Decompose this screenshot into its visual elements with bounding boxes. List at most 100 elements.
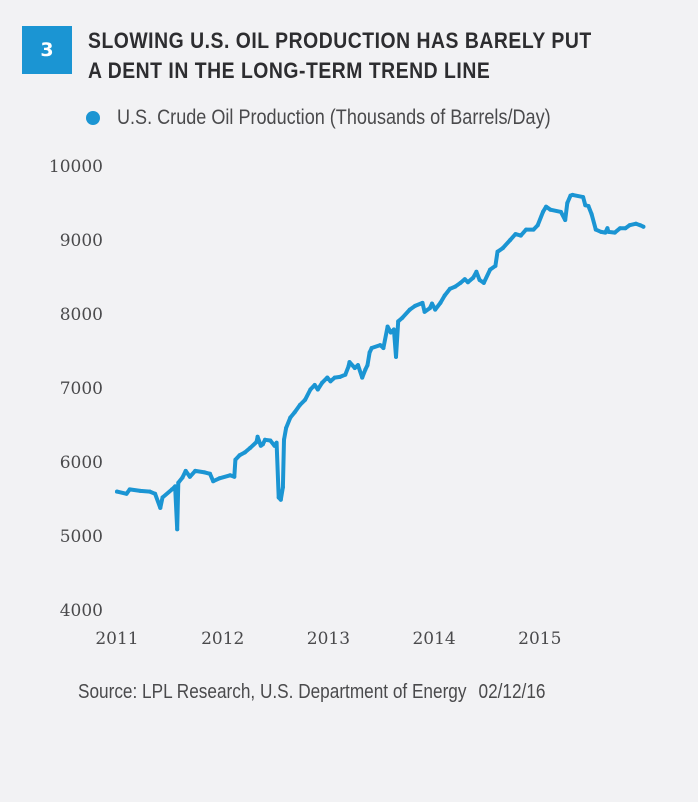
y-tick-label: 6000 xyxy=(60,453,103,473)
publish-date: 02/12/16 xyxy=(478,681,546,703)
y-tick-label: 8000 xyxy=(60,305,103,325)
data-point xyxy=(430,301,434,306)
data-point xyxy=(211,479,216,484)
data-point xyxy=(158,505,163,510)
data-point xyxy=(641,224,646,229)
data-point xyxy=(508,238,513,242)
x-tick-label: 2011 xyxy=(95,629,138,649)
data-point xyxy=(603,230,608,235)
data-point xyxy=(308,387,313,392)
data-point xyxy=(180,475,185,480)
data-point xyxy=(217,476,222,481)
data-point xyxy=(346,364,351,369)
data-point xyxy=(599,229,604,234)
data-point xyxy=(274,440,279,445)
legend-marker-icon xyxy=(86,111,100,125)
data-point xyxy=(288,415,293,420)
chart-title-line-2: A DENT IN THE LONG-TERM TREND LINE xyxy=(88,58,491,83)
data-point xyxy=(488,267,493,272)
data-point xyxy=(400,315,405,320)
data-point xyxy=(606,229,611,234)
data-point xyxy=(407,307,412,312)
data-point xyxy=(477,278,482,282)
data-point xyxy=(260,442,265,447)
data-point xyxy=(347,360,352,365)
data-point xyxy=(634,221,638,226)
data-point xyxy=(147,489,152,494)
data-point xyxy=(442,293,447,298)
data-point xyxy=(638,223,643,228)
y-tick-label: 5000 xyxy=(60,527,103,547)
chart-title: SLOWING U.S. OIL PRODUCTION HAS BARELY P… xyxy=(88,26,634,86)
data-point xyxy=(495,249,500,254)
data-point xyxy=(385,324,390,329)
data-point xyxy=(378,343,383,348)
data-point xyxy=(356,363,360,368)
data-point xyxy=(593,227,598,232)
data-point xyxy=(581,195,586,200)
y-tick-label: 9000 xyxy=(60,231,103,251)
x-tick-label: 2013 xyxy=(307,629,350,649)
data-point xyxy=(175,527,180,532)
data-point xyxy=(232,474,237,479)
figure-number-badge: 3 xyxy=(22,26,72,74)
data-point xyxy=(563,218,568,222)
data-point xyxy=(138,488,143,493)
data-point xyxy=(391,327,396,332)
data-point xyxy=(438,300,443,305)
series-line-us-crude-oil-production xyxy=(115,192,646,532)
data-point xyxy=(541,209,545,214)
data-point xyxy=(208,471,212,476)
data-point xyxy=(315,387,320,392)
data-point xyxy=(433,307,438,312)
data-point xyxy=(544,204,549,209)
data-point xyxy=(558,209,563,214)
data-point xyxy=(618,226,623,231)
data-point xyxy=(570,192,575,197)
data-point xyxy=(193,468,198,473)
data-point xyxy=(187,474,192,479)
data-point xyxy=(612,230,617,235)
data-point xyxy=(268,438,273,443)
data-point xyxy=(263,437,267,442)
y-tick-label: 10000 xyxy=(49,157,103,177)
data-point xyxy=(500,246,505,251)
data-point xyxy=(338,374,342,379)
data-point xyxy=(278,497,283,502)
data-point xyxy=(548,207,553,212)
data-point xyxy=(583,203,588,208)
legend-label: U.S. Crude Oil Production (Thousands of … xyxy=(117,106,551,129)
data-points xyxy=(115,192,646,532)
data-point xyxy=(325,375,330,380)
data-point xyxy=(369,346,374,350)
data-point xyxy=(363,367,368,372)
legend: U.S. Crude Oil Production (Thousands of … xyxy=(86,106,621,130)
x-tick-label: 2015 xyxy=(518,629,561,649)
data-point xyxy=(394,354,398,359)
data-point xyxy=(524,227,529,232)
data-point xyxy=(458,280,463,285)
data-point xyxy=(396,319,401,324)
data-point xyxy=(343,372,348,377)
data-point xyxy=(328,379,333,384)
data-point xyxy=(312,383,317,387)
x-tick-label: 2014 xyxy=(412,629,455,649)
data-point xyxy=(176,480,181,485)
data-point xyxy=(565,201,570,205)
data-point xyxy=(332,375,337,380)
data-point xyxy=(413,303,418,308)
data-point xyxy=(292,410,297,415)
data-point xyxy=(237,453,242,458)
data-point xyxy=(422,309,427,314)
data-point xyxy=(183,468,188,473)
y-axis-ticks: 4000 5000 6000 7000 8000 9000 10000 xyxy=(49,157,103,621)
data-point xyxy=(280,485,285,490)
data-point xyxy=(173,484,178,489)
data-point xyxy=(381,346,386,350)
data-point xyxy=(513,232,518,237)
data-point xyxy=(153,491,158,496)
data-point xyxy=(589,212,594,217)
data-point xyxy=(627,223,632,228)
data-point xyxy=(254,440,259,444)
x-tick-label: 2012 xyxy=(201,629,244,649)
